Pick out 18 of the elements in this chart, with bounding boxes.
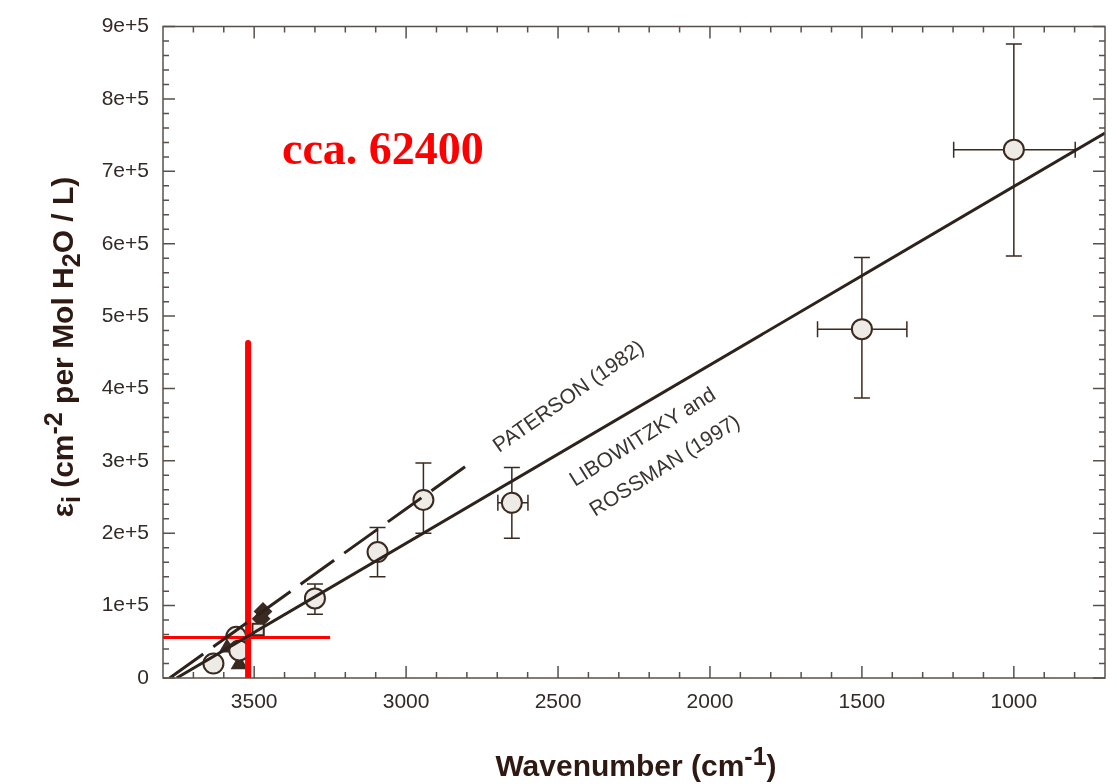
y-tick-label: 2e+5 — [101, 520, 149, 544]
x-tick-label: 2000 — [686, 689, 734, 713]
y-tick-label: 4e+5 — [101, 375, 149, 399]
y-tick-label: 8e+5 — [101, 85, 149, 109]
y-tick-label: 5e+5 — [101, 302, 149, 326]
x-axis-title: Wavenumber (cm$^{-1}$) — [495, 742, 777, 783]
x-tick-label: 3500 — [230, 689, 278, 713]
x-tick-label: 1000 — [990, 689, 1038, 713]
x-tick-label: 2500 — [534, 689, 582, 713]
x-tick-label: 1500 — [838, 689, 886, 713]
y-tick-label: 7e+5 — [101, 158, 149, 182]
x-tick-label: 3000 — [382, 689, 430, 713]
y-tick-label: 6e+5 — [101, 230, 149, 254]
y-tick-label: 3e+5 — [101, 447, 149, 471]
y-tick-label: 1e+5 — [101, 592, 149, 616]
y-tick-label: 9e+5 — [101, 13, 149, 37]
y-tick-label: 0 — [137, 664, 149, 688]
annotation: cca. 62400 — [282, 122, 484, 174]
